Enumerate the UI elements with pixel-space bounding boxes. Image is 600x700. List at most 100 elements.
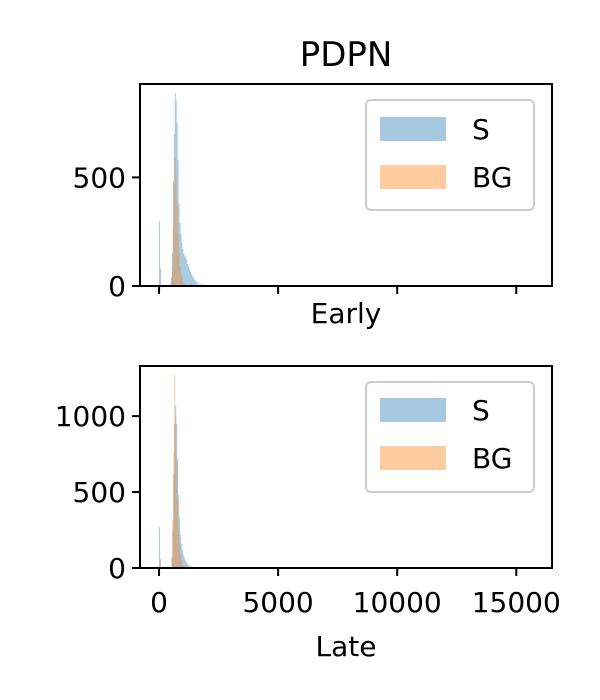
legend: S BG (365, 99, 535, 211)
x-tick-label: 0 (150, 586, 168, 619)
bar-s-13 (181, 242, 183, 286)
bar-s-3 (172, 530, 174, 568)
bar-bg-7 (178, 526, 180, 568)
bar-bg-0 (170, 281, 172, 286)
plot-frame (139, 365, 553, 569)
bar-s-9 (177, 160, 179, 286)
bar-s-7 (175, 99, 177, 286)
bar-bg-3 (173, 183, 175, 286)
bar-s-24 (191, 275, 193, 286)
panel-early: 0 500 Early S BG (73, 83, 553, 330)
bar-s-15 (183, 253, 185, 286)
bar-s-1 (160, 558, 161, 568)
bar-s-5 (174, 423, 176, 568)
legend-box (365, 381, 535, 493)
bar-s-4 (172, 181, 174, 286)
bar-s-16 (184, 560, 186, 568)
legend-label-s: S (472, 394, 490, 427)
bar-s-17 (185, 561, 187, 568)
x-axis-ticks: 0 5000 10000 15000 (150, 568, 561, 619)
bar-s-19 (187, 564, 189, 568)
panel-late: 0 500 1000 0 5000 10000 15000 Late S BG (55, 365, 561, 663)
bar-s-2 (170, 277, 172, 286)
legend-swatch-s (380, 398, 446, 422)
y-tick-label: 500 (73, 476, 126, 509)
bar-s-0 (159, 526, 160, 568)
bar-s-11 (179, 223, 181, 286)
bar-s-31 (201, 283, 203, 286)
bar-s-27 (194, 280, 196, 286)
bar-s-10 (178, 203, 180, 286)
bar-bg-4 (174, 157, 176, 286)
bar-s-1 (160, 268, 161, 286)
y-tick-label: 1000 (55, 400, 126, 433)
bar-bg-13 (183, 282, 185, 286)
chart-title: PDPN (300, 35, 393, 75)
bar-bg-4 (175, 416, 177, 568)
x-tick-label: 5000 (242, 586, 313, 619)
bar-bg-3 (174, 375, 176, 568)
bar-bg-6 (176, 203, 178, 286)
bar-bg-7 (177, 233, 179, 286)
bar-bg-9 (180, 553, 181, 568)
bar-bg-5 (176, 461, 178, 568)
bar-s-20 (189, 565, 191, 568)
y-tick-label: 0 (108, 552, 126, 585)
bar-bg-0 (171, 555, 173, 568)
y-axis-ticks: 0 500 1000 (55, 400, 140, 585)
legend-box (365, 99, 535, 211)
bar-bg-10 (180, 272, 182, 286)
legend: S BG (365, 381, 535, 493)
bar-s-25 (192, 277, 194, 286)
bar-bg-6 (177, 501, 179, 568)
bar-bg-1 (171, 266, 173, 286)
bar-s-10 (179, 517, 181, 568)
bar-s-12 (180, 233, 182, 286)
x-axis-ticks (158, 286, 518, 294)
bar-s-4 (173, 473, 175, 568)
bar-bg-12 (182, 280, 184, 286)
bar-s-14 (182, 554, 184, 568)
bar-bg-9 (179, 266, 181, 286)
bar-s-8 (176, 123, 178, 286)
legend-label-s: S (472, 113, 490, 146)
histogram-bars (159, 375, 208, 568)
bar-s-20 (188, 266, 190, 286)
bar-s-3 (171, 253, 173, 286)
bar-s-15 (183, 557, 185, 568)
bar-s-11 (180, 534, 181, 568)
bar-s-8 (177, 458, 179, 568)
bar-s-9 (178, 495, 180, 568)
x-axis-label: Late (316, 630, 377, 663)
legend-swatch-s (380, 117, 446, 141)
bar-s-22 (190, 271, 191, 286)
bar-bg-5 (175, 175, 177, 286)
bar-bg-12 (182, 565, 184, 568)
bar-bg-11 (181, 563, 183, 568)
bar-s-26 (193, 278, 195, 286)
legend-label-bg: BG (472, 442, 512, 475)
bar-s-17 (185, 257, 187, 286)
bar-s-18 (186, 259, 188, 286)
bar-s-21 (189, 269, 191, 286)
bar-s-14 (182, 249, 184, 286)
bar-s-2 (171, 558, 173, 568)
bar-s-29 (197, 282, 199, 286)
bar-s-6 (174, 92, 176, 286)
bar-bg-8 (179, 543, 181, 568)
bar-bg-2 (173, 452, 175, 568)
x-axis-label: Early (311, 297, 382, 330)
x-tick-label: 10000 (353, 586, 442, 619)
bar-s-28 (196, 281, 198, 286)
y-axis-ticks: 0 500 (73, 161, 140, 303)
bar-s-18 (186, 563, 188, 568)
bar-bg-11 (181, 277, 183, 286)
bar-s-16 (184, 255, 186, 286)
bar-s-12 (180, 543, 182, 568)
plot-frame (139, 83, 553, 287)
bar-s-13 (181, 549, 183, 568)
bar-s-7 (176, 423, 178, 568)
y-tick-label: 0 (108, 270, 126, 303)
bar-s-6 (175, 405, 177, 568)
